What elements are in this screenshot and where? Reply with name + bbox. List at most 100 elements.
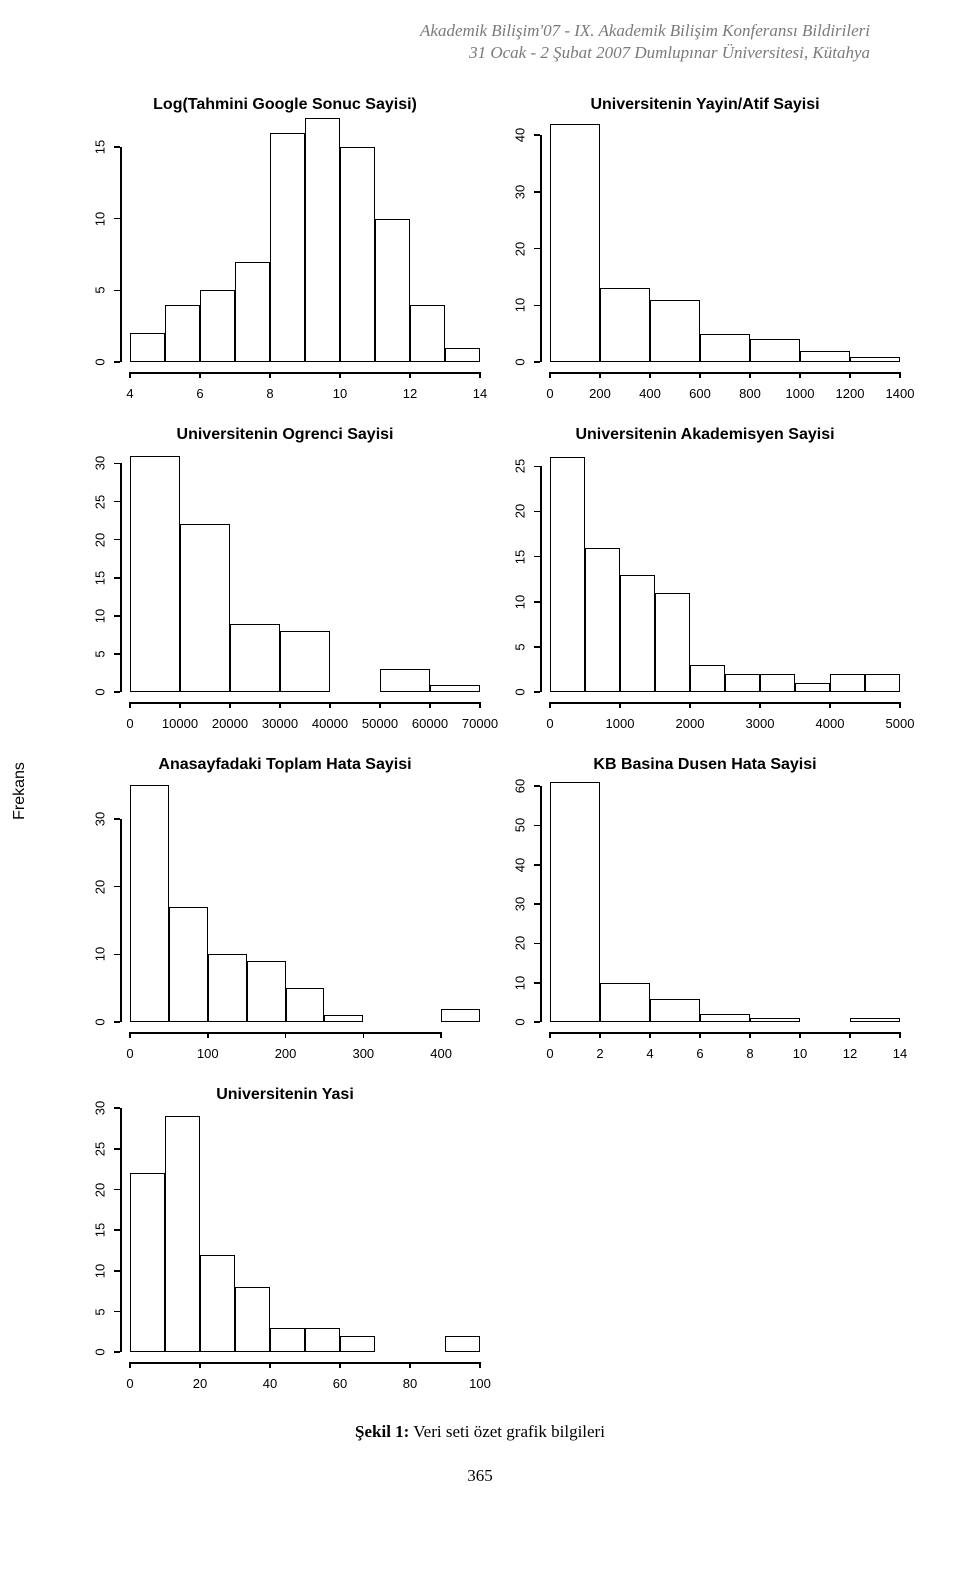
x-tick-label: 100: [469, 1376, 491, 1391]
y-tick-label: 10: [93, 947, 108, 961]
y-tick-label: 0: [93, 689, 108, 696]
x-tick: [649, 1032, 651, 1038]
y-tick: [534, 191, 540, 193]
x-axis: 020406080100: [120, 1362, 480, 1402]
y-tick: [114, 818, 120, 820]
x-tick: [549, 702, 551, 708]
histogram-bar: [650, 999, 700, 1023]
y-tick-label: 15: [93, 571, 108, 585]
histogram-bar: [165, 305, 200, 362]
x-tick: [799, 1032, 801, 1038]
x-tick: [749, 1032, 751, 1038]
x-tick-label: 30000: [262, 716, 298, 731]
y-spine: [120, 147, 122, 362]
x-tick: [269, 1362, 271, 1368]
y-tick-label: 20: [513, 241, 528, 255]
y-tick-label: 20: [93, 1182, 108, 1196]
histogram-bar: [235, 262, 270, 362]
y-tick: [114, 1189, 120, 1191]
histogram-bar: [600, 983, 650, 1022]
y-tick: [534, 691, 540, 693]
y-tick-label: 5: [93, 287, 108, 294]
y-tick-label: 20: [93, 532, 108, 546]
x-tick-label: 2000: [676, 716, 705, 731]
y-tick-label: 15: [93, 1223, 108, 1237]
x-tick-label: 400: [639, 386, 661, 401]
x-tick: [549, 372, 551, 378]
histogram-bar: [130, 785, 169, 1022]
x-tick-label: 0: [546, 1046, 553, 1061]
x-axis: 468101214: [120, 372, 480, 412]
y-spine: [120, 1108, 122, 1352]
figure-caption-text: Veri seti özet grafik bilgileri: [409, 1422, 605, 1441]
x-tick: [279, 702, 281, 708]
x-tick: [199, 372, 201, 378]
x-tick: [429, 702, 431, 708]
y-tick: [114, 290, 120, 292]
x-tick: [899, 372, 901, 378]
x-spine: [130, 372, 480, 374]
y-tick-label: 10: [93, 609, 108, 623]
histogram-bar: [700, 1014, 750, 1022]
histogram-bar: [550, 782, 600, 1022]
histogram-bar: [760, 674, 795, 692]
y-tick-label: 10: [93, 211, 108, 225]
x-spine: [130, 702, 480, 704]
x-tick-label: 300: [352, 1046, 374, 1061]
histogram-bar: [445, 1336, 480, 1352]
y-tick: [534, 248, 540, 250]
x-tick: [829, 702, 831, 708]
y-axis: 0102030: [80, 778, 120, 1032]
x-tick: [849, 1032, 851, 1038]
histogram-bar: [280, 631, 330, 692]
y-tick-label: 40: [513, 128, 528, 142]
y-tick: [534, 511, 540, 513]
chart-title: Universitenin Yayin/Atif Sayisi: [500, 92, 910, 118]
y-tick-label: 5: [513, 643, 528, 650]
y-tick: [534, 982, 540, 984]
chart-cell-4: Anasayfadaki Toplam Hata Sayisi010203001…: [80, 752, 490, 1072]
x-tick-label: 0: [546, 386, 553, 401]
y-tick-label: 30: [513, 185, 528, 199]
y-tick-label: 5: [93, 650, 108, 657]
y-tick-label: 40: [513, 858, 528, 872]
y-tick: [114, 1311, 120, 1313]
y-tick-label: 15: [513, 549, 528, 563]
histogram-bar: [305, 118, 340, 362]
plot-area: [540, 118, 900, 372]
y-tick: [114, 1148, 120, 1150]
x-tick-label: 1200: [836, 386, 865, 401]
y-axis: 0510152025: [500, 448, 540, 702]
x-tick: [759, 702, 761, 708]
y-tick-label: 10: [513, 976, 528, 990]
x-tick: [409, 372, 411, 378]
y-tick: [114, 1270, 120, 1272]
y-tick-label: 30: [93, 456, 108, 470]
header-line-1: Akademik Bilişim'07 - IX. Akademik Biliş…: [50, 20, 870, 42]
chart-title: Anasayfadaki Toplam Hata Sayisi: [80, 752, 490, 778]
histogram-bar: [650, 300, 700, 362]
y-tick: [114, 1229, 120, 1231]
y-tick-label: 10: [93, 1264, 108, 1278]
y-tick: [534, 134, 540, 136]
y-tick: [114, 1351, 120, 1353]
y-tick-label: 0: [513, 1019, 528, 1026]
chart-cell-3: Universitenin Akademisyen Sayisi05101520…: [500, 422, 910, 742]
x-tick-label: 60: [333, 1376, 347, 1391]
histogram-bar: [700, 334, 750, 362]
plot-area: [120, 778, 480, 1032]
x-tick-label: 10000: [162, 716, 198, 731]
y-tick-label: 50: [513, 818, 528, 832]
x-tick-label: 60000: [412, 716, 448, 731]
x-tick: [849, 372, 851, 378]
x-tick: [129, 702, 131, 708]
plot-area: [120, 118, 480, 372]
y-tick: [114, 501, 120, 503]
chart-cell-0: Log(Tahmini Google Sonuc Sayisi)05101546…: [80, 92, 490, 412]
x-tick: [129, 1362, 131, 1368]
x-tick: [179, 702, 181, 708]
y-tick-label: 25: [93, 1142, 108, 1156]
y-tick-label: 0: [93, 1349, 108, 1356]
y-axis: 051015: [80, 118, 120, 372]
y-tick-label: 15: [93, 140, 108, 154]
